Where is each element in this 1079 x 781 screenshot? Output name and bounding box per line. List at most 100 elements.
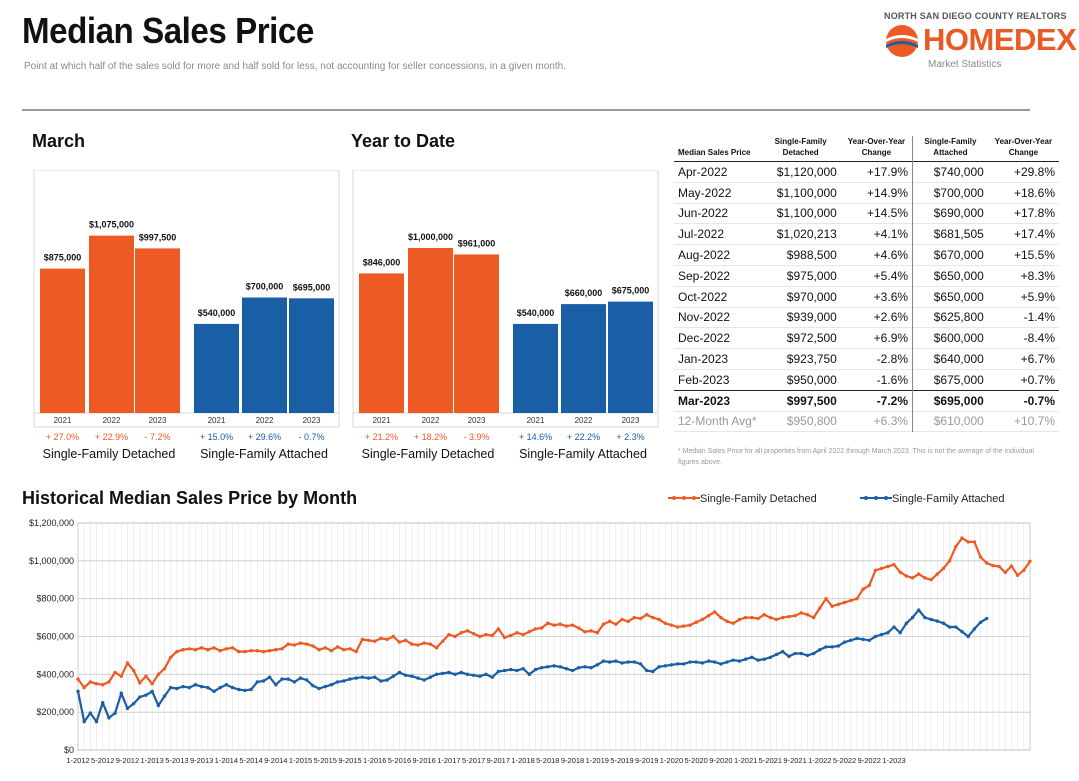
- hist-point-attached: [286, 677, 290, 681]
- hist-x-tick-label: 1-2013: [141, 756, 164, 765]
- march-change-label: + 22.9%: [95, 432, 128, 442]
- hist-point-detached: [459, 631, 463, 635]
- hist-point-detached: [638, 616, 643, 621]
- march-bar-attached-2022: [242, 297, 287, 413]
- ytd-value-label: $1,000,000: [408, 232, 453, 242]
- hist-point-attached: [490, 675, 494, 679]
- hist-point-detached: [434, 646, 439, 650]
- hist-point-attached: [756, 658, 760, 662]
- hist-point-attached: [799, 651, 803, 656]
- table-cell: $970,000: [786, 289, 837, 304]
- hist-point-attached: [941, 621, 946, 625]
- hist-point-detached: [861, 587, 865, 591]
- hist-point-detached: [941, 566, 946, 571]
- hist-point-detached: [490, 633, 494, 638]
- hist-point-attached: [725, 660, 729, 664]
- table-cell: $939,000: [786, 310, 837, 325]
- hist-point-attached: [867, 638, 871, 642]
- hist-point-detached: [267, 648, 272, 653]
- hist-point-attached: [131, 701, 136, 706]
- hist-point-detached: [237, 649, 241, 654]
- monthly-table: Median Sales Price Single-Family Detached…: [674, 136, 1059, 432]
- hist-point-attached: [849, 638, 853, 642]
- table-cell: +6.7%: [1020, 352, 1055, 367]
- hist-point-attached: [354, 676, 358, 680]
- hist-point-detached: [416, 643, 420, 647]
- table-cell: +6.9%: [840, 327, 914, 349]
- hist-point-attached: [465, 672, 470, 677]
- ytd-year-label: 2023: [468, 416, 486, 425]
- hist-point-attached: [125, 706, 130, 711]
- hist-point-detached: [700, 617, 705, 622]
- table-cell: Aug-2022: [678, 248, 731, 263]
- hist-point-detached: [354, 649, 358, 654]
- hist-point-detached: [249, 648, 253, 653]
- hist-point-attached: [861, 637, 865, 642]
- ytd-bar-detached-2021: [359, 273, 404, 413]
- brand-org-name: NORTH SAN DIEGO COUNTY REALTORS: [884, 11, 1067, 21]
- hist-point-detached: [502, 635, 507, 640]
- hist-point-attached: [379, 679, 383, 683]
- table-cell: $923,750: [786, 352, 837, 367]
- hist-point-attached: [793, 651, 797, 656]
- march-change-label: + 15.0%: [200, 432, 233, 442]
- table-cell: $600,000: [933, 331, 984, 346]
- hist-point-detached: [842, 600, 847, 605]
- hist-point-attached: [966, 634, 970, 639]
- hist-point-attached: [985, 616, 989, 621]
- hist-point-detached: [230, 646, 235, 650]
- hist-point-detached: [564, 624, 569, 628]
- hist-y-tick-label: $200,000: [36, 707, 74, 717]
- table-cell: +14.5%: [840, 203, 914, 224]
- hist-point-attached: [929, 617, 933, 622]
- hist-point-attached: [119, 691, 123, 695]
- hist-point-attached: [731, 658, 735, 662]
- hist-point-attached: [305, 678, 309, 682]
- hist-point-detached: [292, 643, 297, 647]
- hist-point-attached: [824, 645, 828, 649]
- hist-point-attached: [750, 655, 754, 660]
- hist-point-attached: [391, 674, 395, 678]
- hist-point-detached: [465, 629, 470, 633]
- hist-point-attached: [206, 685, 210, 690]
- table-cell: $700,000: [933, 185, 984, 200]
- hist-point-detached: [335, 645, 340, 649]
- table-footnote: * Median Sales Price for all properties …: [678, 448, 1034, 466]
- hist-point-detached: [187, 647, 191, 651]
- hist-point-detached: [904, 574, 909, 578]
- hist-point-attached: [422, 678, 426, 682]
- table-cell: $1,100,000: [776, 185, 837, 200]
- hist-point-attached: [917, 608, 921, 612]
- hist-point-attached: [218, 685, 222, 690]
- hist-point-detached: [675, 625, 680, 629]
- hist-point-detached: [447, 632, 451, 637]
- hist-point-attached: [156, 703, 161, 708]
- table-cell: $690,000: [933, 206, 984, 221]
- hist-point-detached: [873, 568, 878, 572]
- table-header-1: Single-Family Detached: [774, 137, 827, 157]
- hist-x-tick-label: 1-2022: [808, 756, 831, 765]
- hist-point-detached: [929, 578, 933, 582]
- hist-x-tick-label: 5-2020: [685, 756, 708, 765]
- hist-point-detached: [521, 632, 525, 637]
- hist-point-detached: [298, 641, 303, 645]
- table-row: Jul-2022 $1,020,213 +4.1% $681,505 +17.4%: [674, 223, 1059, 245]
- hist-point-detached: [428, 642, 433, 646]
- hist-x-tick-label: 9-2017: [487, 756, 510, 765]
- table-cell: Nov-2022: [678, 310, 731, 325]
- hist-point-attached: [583, 665, 587, 669]
- table-cell: +6.3%: [840, 411, 914, 432]
- hist-point-attached: [162, 694, 167, 698]
- march-bar-attached-2023: [289, 298, 334, 413]
- hist-point-attached: [193, 683, 198, 687]
- hist-point-attached: [886, 631, 890, 635]
- hist-point-detached: [756, 616, 760, 621]
- hist-point-detached: [261, 649, 266, 654]
- hist-point-detached: [515, 631, 519, 635]
- hist-point-attached: [923, 615, 927, 620]
- march-year-label: 2023: [303, 416, 321, 425]
- brand-subtitle: Market Statistics: [928, 59, 1002, 70]
- hist-point-detached: [607, 619, 612, 624]
- hist-point-detached: [150, 682, 154, 686]
- table-row: Jan-2023 $923,750 -2.8% $640,000 +6.7%: [674, 348, 1059, 370]
